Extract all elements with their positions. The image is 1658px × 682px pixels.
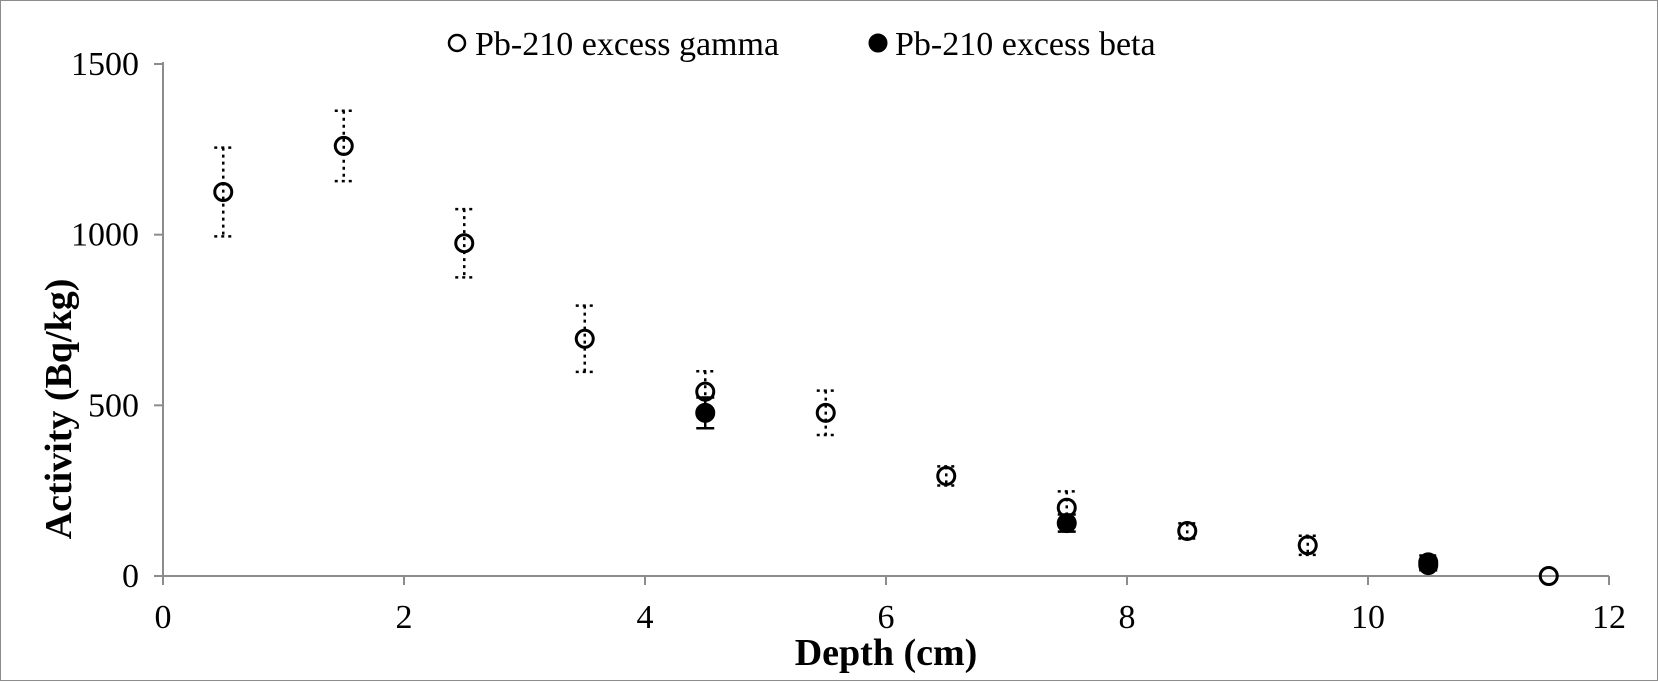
- data-points: [213, 135, 1559, 586]
- data-point-gamma: [333, 135, 354, 156]
- x-tick-label: 12: [1592, 599, 1626, 636]
- axes: 0 2 4 6 8 10 12 0 500 1000 1500: [71, 46, 1626, 636]
- x-tick-label: 8: [1119, 599, 1136, 636]
- x-axis-title: Depth (cm): [795, 632, 978, 674]
- data-point-gamma: [454, 233, 475, 254]
- legend-marker-open-circle: [447, 33, 467, 53]
- legend-label-gamma: Pb-210 excess gamma: [475, 26, 779, 63]
- y-tick-label: 0: [122, 558, 139, 595]
- data-point-beta: [1056, 513, 1077, 534]
- y-tick-label: 1000: [71, 217, 139, 254]
- data-point-gamma: [1538, 566, 1559, 586]
- y-tick-label: 500: [88, 387, 139, 424]
- data-point-gamma: [574, 328, 595, 349]
- x-tick-label: 10: [1351, 599, 1385, 636]
- data-point-gamma: [815, 402, 836, 423]
- y-axis-title: Activity (Bq/kg): [38, 279, 80, 540]
- legend-marker-filled-circle: [868, 33, 888, 53]
- data-point-gamma: [695, 381, 716, 402]
- data-point-gamma: [1177, 520, 1198, 541]
- x-tick-label: 4: [637, 599, 654, 636]
- error-bars: [214, 109, 1438, 572]
- data-point-beta: [695, 402, 716, 423]
- x-tick-label: 6: [878, 599, 895, 636]
- data-point-gamma: [936, 465, 957, 486]
- x-tick-label: 2: [396, 599, 413, 636]
- data-point-beta: [1418, 555, 1439, 576]
- data-point-gamma: [1297, 535, 1318, 556]
- legend: Pb-210 excess gamma Pb-210 excess beta: [447, 26, 1156, 63]
- legend-label-beta: Pb-210 excess beta: [895, 26, 1156, 63]
- data-point-gamma: [213, 182, 234, 202]
- x-tick-label: 0: [155, 599, 172, 636]
- y-tick-label: 1500: [71, 46, 139, 83]
